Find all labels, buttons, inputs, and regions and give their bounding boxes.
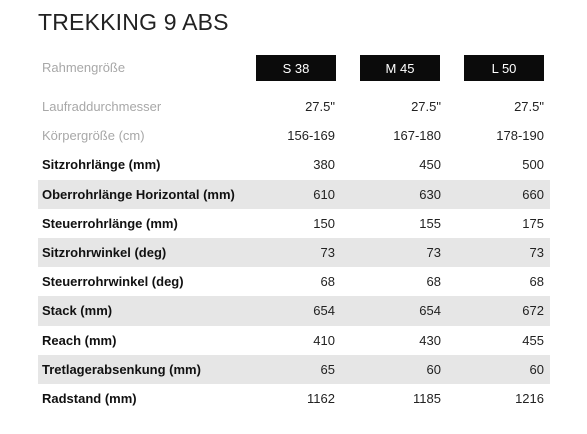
size-header-s: S 38	[256, 55, 336, 81]
value-size-l: 672	[522, 303, 544, 319]
row-label: Laufraddurchmesser	[42, 99, 162, 114]
value-size-s: 610	[313, 186, 335, 202]
value-size-m: 654	[419, 303, 441, 319]
value-size-m: 450	[419, 157, 441, 173]
value-size-l: 178-190	[496, 128, 544, 144]
table-row: Laufraddurchmesser 27.5" 27.5" 27.5"	[38, 92, 550, 121]
table-row: Steuerrohrwinkel (deg) 68 68 68	[38, 267, 550, 296]
table-row: Reach (mm) 410 430 455	[38, 326, 550, 355]
value-size-l: 73	[529, 244, 544, 260]
value-size-s: 65	[320, 361, 335, 377]
value-size-s: 1162	[307, 390, 335, 406]
value-size-l: 175	[522, 215, 544, 231]
value-size-m: 73	[426, 244, 441, 260]
value-size-m: 27.5"	[411, 99, 441, 114]
table-row: Tretlagerabsenkung (mm) 65 60 60	[38, 354, 550, 384]
table-row: Sitzrohrwinkel (deg) 73 73 73	[38, 237, 550, 268]
value-size-s: 27.5"	[305, 99, 335, 114]
value-size-s: 410	[313, 332, 335, 348]
row-label: Steuerrohrlänge (mm)	[42, 215, 178, 231]
value-size-m: 68	[426, 274, 441, 290]
value-size-s: 380	[313, 157, 335, 173]
value-size-s: 654	[313, 303, 335, 319]
geometry-table: Laufraddurchmesser 27.5" 27.5" 27.5" Kör…	[38, 92, 550, 413]
value-size-s: 150	[313, 215, 335, 231]
value-size-l: 27.5"	[514, 99, 544, 114]
row-label: Steuerrohrwinkel (deg)	[42, 274, 184, 290]
row-label: Körpergröße (cm)	[42, 128, 145, 144]
value-size-s: 68	[320, 274, 335, 290]
value-size-l: 68	[529, 274, 544, 290]
table-row: Radstand (mm) 1162 1185 1216	[38, 384, 550, 413]
row-label: Sitzrohrwinkel (deg)	[42, 244, 167, 260]
value-size-l: 455	[522, 332, 544, 348]
row-label: Radstand (mm)	[42, 390, 137, 406]
value-size-m: 155	[419, 215, 441, 231]
row-label: Tretlagerabsenkung (mm)	[42, 361, 201, 377]
table-row: Körpergröße (cm) 156-169 167-180 178-190	[38, 121, 550, 150]
value-size-l: 1216	[515, 390, 544, 406]
value-size-s: 73	[320, 244, 335, 260]
table-row: Sitzrohrlänge (mm) 380 450 500	[38, 150, 550, 179]
table-row: Oberrohrlänge Horizontal (mm) 610 630 66…	[38, 179, 550, 209]
row-label: Stack (mm)	[42, 303, 113, 319]
value-size-m: 1185	[413, 390, 441, 406]
row-label: Sitzrohrlänge (mm)	[42, 157, 161, 173]
frame-size-label: Rahmengröße	[42, 60, 126, 75]
value-size-m: 430	[419, 332, 441, 348]
value-size-l: 500	[522, 157, 544, 173]
table-row: Stack (mm) 654 654 672	[38, 296, 550, 326]
value-size-l: 60	[529, 361, 544, 377]
table-row: Steuerrohrlänge (mm) 150 155 175	[38, 209, 550, 238]
size-header-m: M 45	[360, 55, 440, 81]
value-size-m: 167-180	[393, 128, 441, 144]
value-size-m: 60	[426, 361, 441, 377]
value-size-s: 156-169	[287, 128, 335, 144]
row-label: Oberrohrlänge Horizontal (mm)	[42, 186, 235, 202]
size-header-l: L 50	[464, 55, 544, 81]
value-size-l: 660	[522, 186, 544, 202]
row-label: Reach (mm)	[42, 332, 117, 348]
page-title: TREKKING 9 ABS	[38, 9, 229, 35]
value-size-m: 630	[419, 186, 441, 202]
